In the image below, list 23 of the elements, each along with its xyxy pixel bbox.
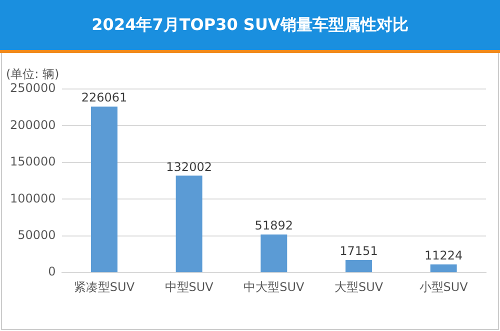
y-tick-label: 250000 xyxy=(10,81,56,96)
data-label: 11224 xyxy=(424,248,463,262)
y-tick-label: 100000 xyxy=(10,191,56,206)
y-axis-title: (单位: 辆) xyxy=(6,67,60,82)
bar xyxy=(176,176,202,272)
data-label: 226061 xyxy=(81,90,128,105)
x-tick-label: 紧凑型SUV xyxy=(74,280,136,294)
data-label: 17151 xyxy=(340,244,378,258)
y-tick-label: 200000 xyxy=(10,118,56,132)
x-tick-label: 中型SUV xyxy=(164,280,214,294)
bar xyxy=(430,264,457,272)
y-tick-label: 0 xyxy=(48,264,56,279)
data-label: 132002 xyxy=(166,160,212,174)
bar xyxy=(90,106,118,272)
bar xyxy=(346,260,372,272)
x-tick-label: 中大型SUV xyxy=(244,280,305,294)
y-tick-label: 150000 xyxy=(10,154,56,169)
x-tick-label: 小型SUV xyxy=(419,280,469,294)
y-tick-label: 50000 xyxy=(18,228,56,242)
data-label: 51892 xyxy=(254,218,293,233)
x-tick-label: 大型SUV xyxy=(334,280,384,294)
chart-title: 2024年7月TOP30 SUV销量车型属性对比 xyxy=(0,0,500,53)
bar xyxy=(260,234,288,272)
